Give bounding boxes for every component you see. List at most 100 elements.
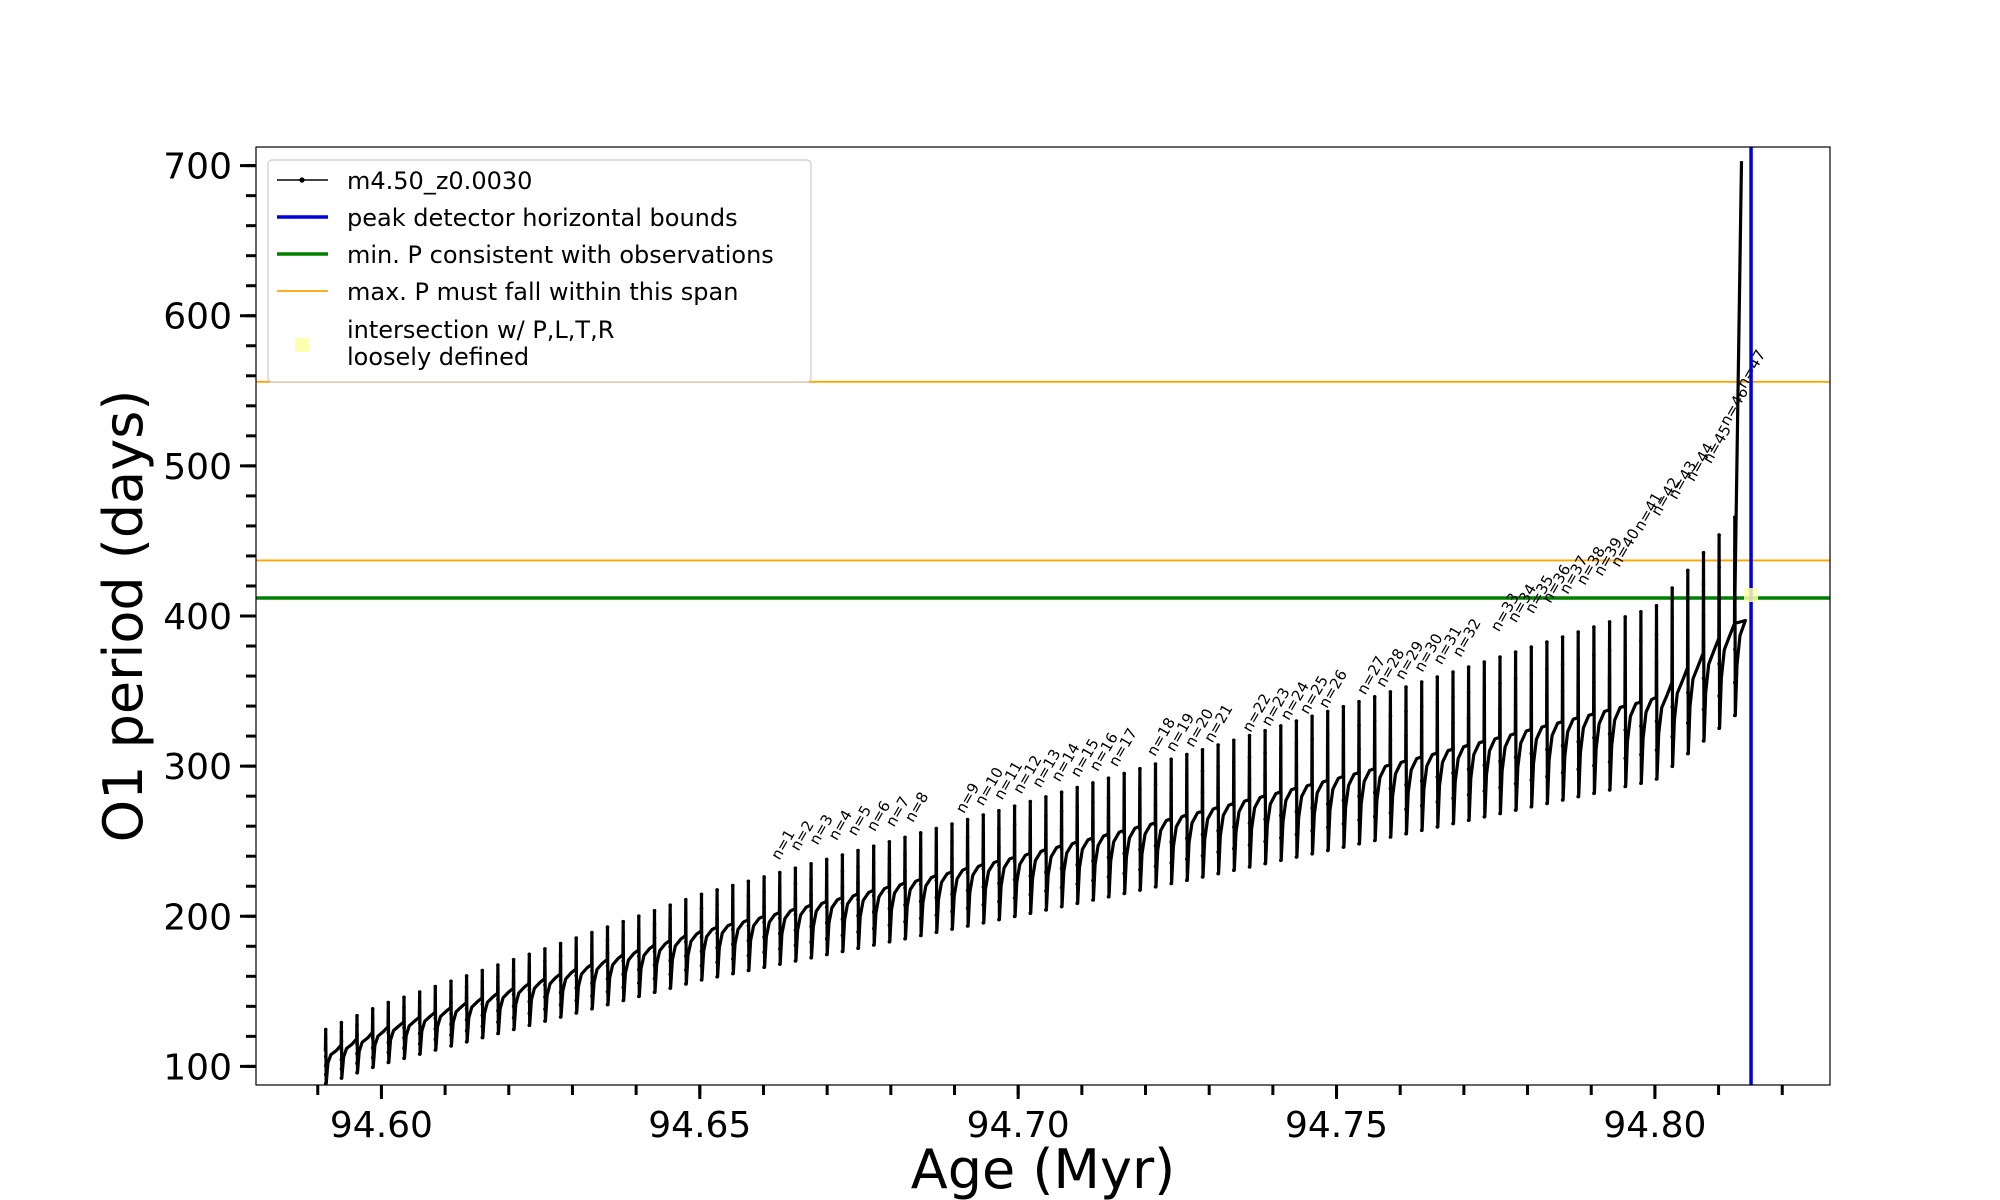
legend-item-max-period: max. P must fall within this span [277, 278, 738, 306]
series-point [1639, 638, 1643, 643]
series-point [778, 947, 782, 951]
series-point [1498, 655, 1502, 659]
series-point [1733, 614, 1737, 619]
y-tick-label: 500 [163, 447, 232, 488]
series-point [1733, 647, 1737, 652]
series-point [621, 946, 625, 950]
series-point [715, 917, 719, 921]
series-point [1435, 825, 1440, 829]
series-point [1138, 888, 1142, 892]
series-point [856, 913, 860, 918]
series-point [1279, 813, 1283, 818]
series-point [417, 1042, 422, 1046]
series-point [1545, 801, 1549, 806]
series-point [1686, 751, 1690, 756]
series-point [1216, 764, 1220, 769]
series-point [496, 1008, 500, 1013]
series-point [840, 901, 845, 905]
series-point [637, 954, 641, 959]
series-point [480, 979, 485, 984]
series-point [715, 902, 719, 907]
series-point [824, 857, 829, 862]
series-point [511, 1004, 516, 1008]
series-point [699, 935, 704, 939]
series-point [637, 927, 641, 932]
series-point [1357, 794, 1361, 799]
series-point [1357, 747, 1361, 751]
series-point [402, 1046, 406, 1050]
series-point [464, 974, 469, 978]
series-point [1560, 743, 1565, 748]
series-point [1576, 767, 1580, 771]
series-point [918, 848, 923, 852]
series-point [1169, 840, 1173, 844]
series-point [496, 974, 500, 979]
legend: m4.50_z0.0030 peak detector horizontal b… [267, 159, 812, 383]
series-point [1325, 756, 1330, 760]
series-point [746, 924, 751, 928]
series-point [1639, 610, 1643, 614]
series-point [1733, 680, 1737, 685]
series-point [1686, 660, 1690, 664]
series-point [1341, 821, 1346, 826]
series-point [1232, 868, 1236, 872]
series-point [840, 949, 845, 954]
series-point [1232, 846, 1236, 851]
series-point [464, 1018, 469, 1022]
series-point [1451, 821, 1455, 826]
series-point [1560, 771, 1565, 775]
series-point [997, 899, 1001, 904]
series-point [1310, 783, 1314, 787]
series-point [511, 969, 516, 974]
series-point [1153, 823, 1158, 828]
series-point [1388, 835, 1393, 839]
series-point [1185, 773, 1189, 778]
series-point [417, 1031, 422, 1036]
series-point [1232, 781, 1236, 786]
series-point [558, 1015, 563, 1019]
series-point [1044, 870, 1048, 874]
series-point [840, 933, 845, 938]
series-point [1028, 911, 1033, 915]
series-point [1059, 809, 1064, 814]
series-point [1482, 763, 1487, 768]
series-point [402, 1056, 406, 1061]
series-point [824, 905, 829, 909]
series-point [778, 886, 782, 890]
series-point [543, 983, 547, 987]
series-point [1279, 791, 1283, 795]
series-point [1686, 690, 1690, 695]
series-point [918, 916, 923, 921]
series-point [1404, 807, 1408, 811]
series-point [1012, 859, 1017, 864]
series-point [1372, 838, 1377, 843]
series-point [1466, 792, 1471, 797]
series-point [1654, 632, 1659, 637]
series-point [637, 914, 641, 918]
series-point [965, 871, 970, 875]
series-point [1200, 832, 1205, 837]
series-point [1686, 629, 1690, 634]
series-point [402, 1005, 406, 1010]
series-point [417, 1000, 422, 1005]
series-point [1263, 839, 1267, 844]
series-point [323, 1045, 328, 1050]
series-point [1200, 875, 1205, 879]
series-point [1576, 630, 1580, 634]
series-point [386, 1010, 391, 1015]
series-point [355, 1023, 359, 1027]
series-point [871, 844, 876, 848]
series-point [824, 936, 829, 941]
series-point [370, 1036, 375, 1040]
series-point [1717, 629, 1721, 634]
series-point [699, 949, 704, 954]
series-point [840, 869, 845, 873]
series-point [386, 1020, 391, 1025]
series-point [950, 874, 954, 879]
series-point [1044, 795, 1048, 799]
series-point [778, 916, 782, 921]
series-point [1310, 851, 1314, 856]
series-point [1232, 803, 1236, 808]
series-point [558, 978, 563, 982]
series-point [903, 886, 907, 890]
